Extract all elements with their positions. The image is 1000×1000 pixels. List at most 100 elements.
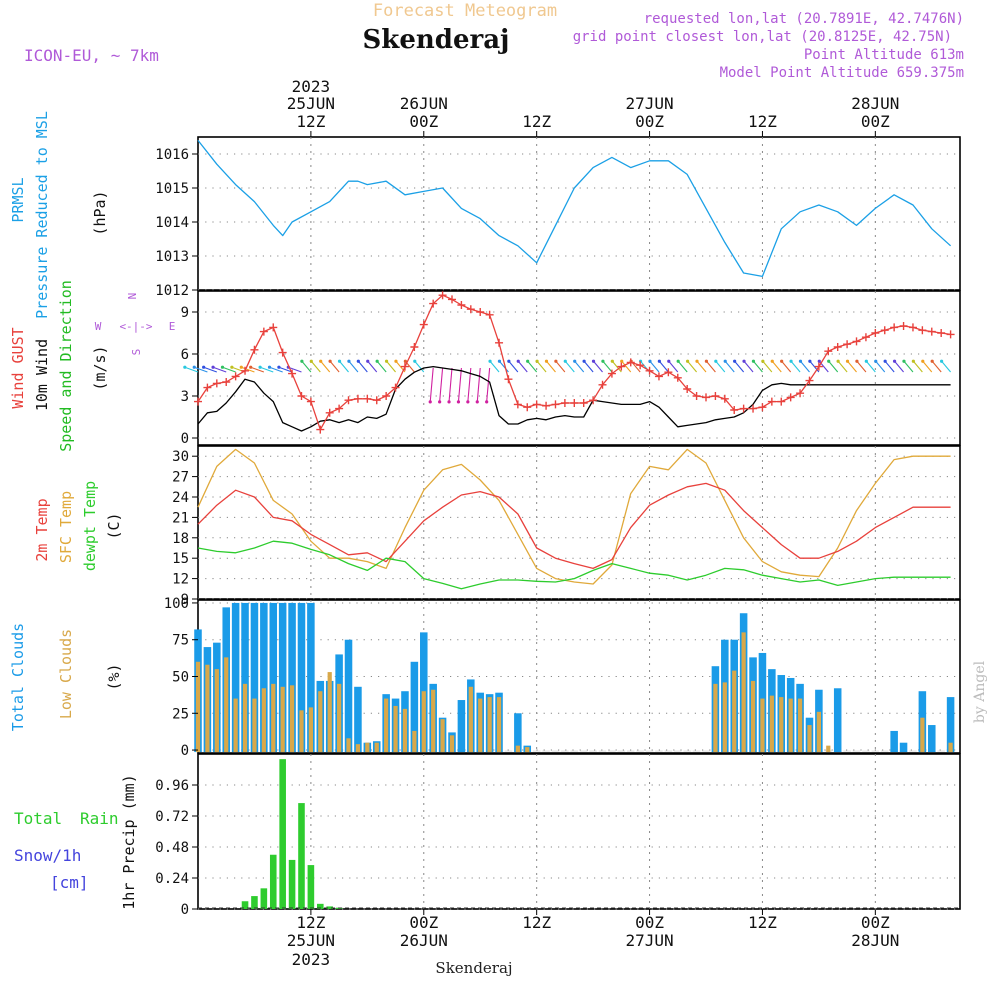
- total-cloud-bar: [278, 602, 287, 753]
- wind-arrow-head: [366, 359, 370, 363]
- wind-arrow: [517, 360, 528, 373]
- gust-point: [833, 343, 842, 351]
- total-cloud-bar: [231, 602, 240, 753]
- wind-arrow-head: [267, 365, 272, 369]
- temp-ytick-label: 21: [172, 510, 189, 526]
- wind-arrow: [310, 360, 321, 373]
- low-cloud-bar: [224, 657, 229, 753]
- low-cloud-bar: [525, 747, 530, 753]
- wind-arrow: [941, 360, 952, 373]
- wind-arrow-head: [384, 359, 389, 363]
- gust-point: [645, 366, 654, 375]
- rain-bar: [251, 896, 258, 909]
- bottom-axis-label: 12Z: [522, 913, 551, 932]
- low-cloud-bar: [412, 730, 417, 753]
- wind-arrow-head: [211, 365, 215, 369]
- bottom-axis-label: 27JUN: [625, 931, 673, 950]
- total-cloud-bar: [260, 602, 268, 753]
- wind-arrow: [790, 360, 801, 373]
- wind-arrow: [329, 360, 340, 373]
- gust-point: [259, 327, 268, 336]
- temp-ytick-label: 9: [181, 592, 189, 608]
- wind-arrow: [781, 360, 792, 373]
- cloud-ytick-label: 75: [172, 633, 189, 649]
- pressure-ytick-label: 1014: [155, 215, 189, 231]
- wind-arrow-head: [685, 359, 690, 363]
- wind-arrow: [476, 367, 481, 402]
- pressure-label-1: PRMSL: [9, 177, 27, 222]
- wind-arrow: [705, 360, 716, 373]
- low-clouds-label: Low Clouds: [57, 629, 75, 719]
- low-cloud-bar: [214, 669, 219, 753]
- gust-point: [607, 369, 616, 378]
- gust-point: [212, 379, 221, 388]
- wind-arrow: [574, 360, 585, 373]
- wind-arrow-head: [403, 359, 407, 363]
- wind-arrow-head: [413, 359, 417, 363]
- wind-arrow-head: [192, 365, 196, 369]
- wind-arrow-head: [808, 359, 812, 363]
- rain-ytick-label: 0.72: [155, 809, 189, 825]
- wind-arrow-head: [277, 365, 281, 369]
- low-cloud-bar: [732, 670, 737, 753]
- wind-arrow-head: [921, 359, 925, 363]
- wind-10m-line: [197, 365, 951, 432]
- bottom-axis-label: 00Z: [635, 913, 664, 932]
- wind-arrow: [203, 366, 218, 373]
- wind-arrow: [564, 360, 575, 373]
- wind-arrow: [448, 367, 453, 402]
- low-cloud-bar: [816, 711, 821, 753]
- gust-point: [927, 327, 936, 336]
- total-cloud-bar: [833, 688, 842, 753]
- low-cloud-bar: [252, 698, 257, 753]
- gust-point: [400, 362, 409, 371]
- rain-bar: [279, 759, 286, 909]
- total-cloud-bar: [899, 742, 908, 753]
- gust-point: [946, 330, 955, 339]
- wind-arrow: [668, 360, 679, 373]
- top-axis-label: 27JUN: [625, 94, 673, 113]
- gust-point: [429, 299, 438, 308]
- wind-direction-label: Speed and Direction: [57, 280, 75, 452]
- gust-point: [194, 397, 202, 406]
- wind-arrow-head: [620, 359, 624, 363]
- precip-unit: 1hr Precip (mm): [120, 774, 138, 909]
- gust-point: [353, 394, 362, 403]
- wind-arrow: [376, 360, 387, 373]
- wind-arrow-head: [610, 359, 614, 363]
- low-cloud-bar: [365, 742, 370, 753]
- wind-arrow: [288, 366, 302, 373]
- wind-arrow: [809, 360, 820, 373]
- wind-arrow: [677, 360, 688, 373]
- wind-arrow-head: [723, 359, 727, 363]
- temp-dewpt-label: dewpt Temp: [81, 481, 99, 571]
- gust-point: [560, 399, 569, 407]
- wind-arrow-head: [930, 359, 934, 363]
- wind-arrow-head: [892, 359, 897, 363]
- low-cloud-bar: [261, 688, 266, 753]
- low-cloud-bar: [327, 672, 332, 753]
- bottom-axis-label: 00Z: [861, 913, 890, 932]
- rain-bar: [326, 906, 333, 909]
- wind-arrow: [856, 360, 867, 373]
- wind-arrow-head: [902, 359, 906, 363]
- low-cloud-bar: [205, 664, 210, 753]
- wind-gust-label: Wind GUST: [9, 327, 27, 408]
- wind-arrow-head: [695, 359, 699, 363]
- gust-point: [871, 329, 880, 337]
- gust-point: [222, 378, 231, 386]
- wind-ytick-label: 6: [181, 347, 189, 363]
- wind-arrow-head: [864, 359, 868, 363]
- low-cloud-bar: [299, 710, 304, 753]
- wind-arrow: [184, 366, 199, 373]
- temp-2m-label: 2m Temp: [33, 498, 51, 561]
- wind-arrow-head: [827, 359, 831, 363]
- gust-point: [297, 392, 306, 400]
- wind-arrow-head: [798, 359, 803, 363]
- wind-arrow-head: [347, 359, 351, 363]
- wind-arrow-head: [535, 359, 539, 363]
- total-cloud-bar: [354, 686, 362, 753]
- wind-arrow-head: [319, 359, 323, 363]
- dewpt-line: [197, 540, 951, 590]
- low-cloud-bar: [797, 698, 803, 753]
